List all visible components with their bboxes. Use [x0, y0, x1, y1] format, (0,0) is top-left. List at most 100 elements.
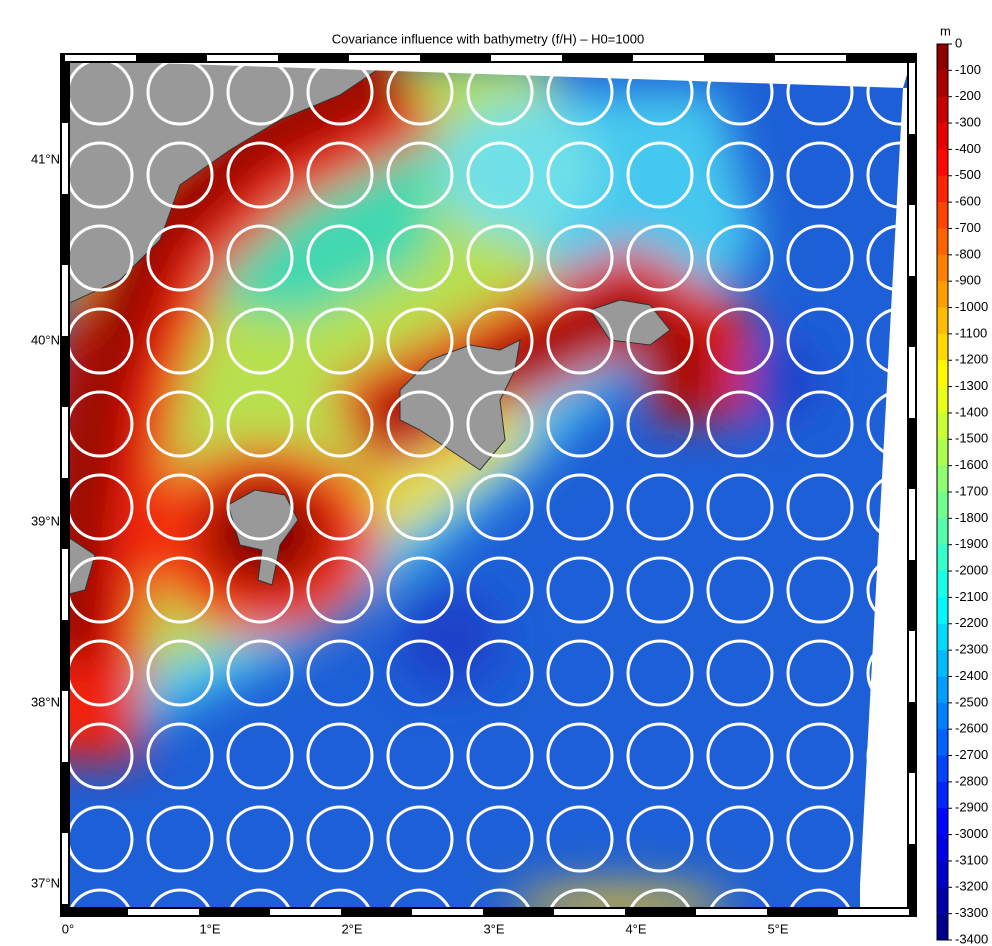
- colorbar-label: -3200: [955, 879, 988, 894]
- axis-labels: 41°N 40°N 39°N 38°N 37°N 0° 1°E 2°E 3°E 4°E 5°E: [31, 151, 789, 936]
- colorbar-label: -1700: [955, 483, 988, 498]
- circle: [466, 141, 534, 209]
- circle: [226, 805, 294, 873]
- circle: [146, 722, 214, 790]
- colorbar-label: -1500: [955, 431, 988, 446]
- colorbar-label: -1600: [955, 457, 988, 472]
- colorbar-label: -700: [955, 220, 981, 235]
- circle: [466, 722, 534, 790]
- circle: [226, 390, 294, 458]
- circle: [146, 307, 214, 375]
- colorbar-segment: [937, 123, 948, 150]
- lat-label: 38°N: [31, 694, 60, 709]
- circle: [786, 556, 854, 624]
- colorbar-label: -3300: [955, 905, 988, 920]
- colorbar-label: -2900: [955, 800, 988, 815]
- circle: [786, 722, 854, 790]
- circle: [146, 556, 214, 624]
- circle: [546, 390, 614, 458]
- colorbar-label: -200: [955, 88, 981, 103]
- circle: [466, 473, 534, 541]
- circle: [706, 722, 774, 790]
- colorbar-segment: [937, 254, 948, 282]
- circle: [706, 556, 774, 624]
- circle: [466, 390, 534, 458]
- colorbar-segment: [937, 781, 948, 809]
- circle: [146, 639, 214, 707]
- colorbar-segment: [937, 623, 948, 651]
- circle: [306, 639, 374, 707]
- circle: [788, 888, 852, 912]
- outside-domain: [65, 58, 912, 88]
- colorbar-segment: [937, 676, 948, 704]
- colorbar-label: -1800: [955, 510, 988, 525]
- colorbar-label: -2800: [955, 773, 988, 788]
- circle: [706, 307, 774, 375]
- circle: [706, 473, 774, 541]
- circle: [786, 473, 854, 541]
- circle: [146, 390, 214, 458]
- circle: [386, 307, 454, 375]
- colorbar-label: -1100: [955, 325, 987, 340]
- circle: [226, 307, 294, 375]
- circle: [546, 224, 614, 292]
- circle: [306, 224, 374, 292]
- colorbar-label: -300: [955, 114, 981, 129]
- outside-domain: [860, 88, 912, 912]
- circle: [226, 224, 294, 292]
- colorbar-label: -2600: [955, 721, 988, 736]
- circle: [466, 224, 534, 292]
- colorbar-label: -1300: [955, 378, 988, 393]
- colorbar-label: -800: [955, 246, 981, 261]
- colorbar-label: -400: [955, 141, 981, 156]
- lat-label: 37°N: [31, 875, 60, 890]
- circle: [546, 141, 614, 209]
- circle: [786, 307, 854, 375]
- colorbar-segment: [937, 281, 948, 309]
- colorbar-segment: [937, 333, 948, 361]
- colorbar-label: -100: [955, 62, 981, 77]
- circle: [468, 888, 532, 912]
- colorbar-segment: [937, 571, 948, 598]
- circle: [386, 722, 454, 790]
- circle: [306, 556, 374, 624]
- circle: [146, 805, 214, 873]
- circle: [706, 805, 774, 873]
- circle: [546, 307, 614, 375]
- circle: [626, 639, 694, 707]
- colorbar-segment: [937, 834, 948, 862]
- colorbar-segment: [937, 386, 948, 414]
- circle: [626, 307, 694, 375]
- colorbar-segment: [937, 412, 948, 440]
- colorbar-label: -600: [955, 194, 981, 209]
- colorbar-segment: [937, 360, 948, 388]
- circle: [226, 639, 294, 707]
- circle: [306, 805, 374, 873]
- colorbar-segment: [937, 439, 948, 467]
- lat-label: 39°N: [31, 513, 60, 528]
- circle: [706, 390, 774, 458]
- circle: [626, 722, 694, 790]
- circle: [148, 888, 212, 912]
- lon-label: 3°E: [483, 921, 504, 936]
- circle: [386, 390, 454, 458]
- colorbar-segment: [937, 597, 948, 625]
- colorbar-label: -2500: [955, 694, 988, 709]
- circle: [386, 224, 454, 292]
- circle: [706, 141, 774, 209]
- colorbar-outline: [936, 43, 949, 941]
- colorbar-segment: [937, 492, 948, 519]
- circle: [786, 639, 854, 707]
- circle: [226, 473, 294, 541]
- circle: [466, 307, 534, 375]
- circle: [626, 390, 694, 458]
- circle: [306, 473, 374, 541]
- colorbar-label: -1900: [955, 536, 988, 551]
- colorbar-unit: m: [940, 23, 951, 38]
- colorbar-label: -1400: [955, 404, 988, 419]
- colorbar-segment: [937, 544, 948, 572]
- circle: [308, 888, 372, 912]
- lon-label: 2°E: [341, 921, 362, 936]
- circle: [466, 805, 534, 873]
